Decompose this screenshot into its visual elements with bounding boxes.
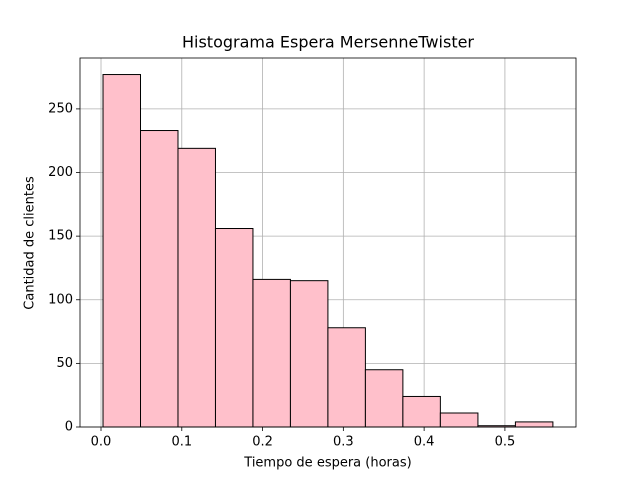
y-tick-label: 250 [48, 101, 73, 116]
x-tick-label: 0.2 [252, 435, 273, 450]
bar [252, 278, 291, 428]
bar [402, 395, 441, 428]
y-tick-label: 200 [48, 165, 73, 180]
y-tick-label: 150 [48, 229, 73, 244]
y-tick-label: 50 [56, 356, 73, 371]
y-tick-label: 100 [48, 292, 73, 307]
bar [214, 228, 254, 428]
x-tick-label: 0.1 [171, 435, 192, 450]
x-axis-label: Tiempo de espera (horas) [243, 456, 411, 471]
bar [289, 280, 329, 428]
bar [364, 369, 404, 428]
bar [140, 130, 179, 428]
x-tick-label: 0.4 [414, 435, 435, 450]
bar [177, 147, 216, 428]
x-tick-label: 0.5 [495, 435, 516, 450]
chart-title: Histograma Espera MersenneTwister [182, 33, 474, 52]
bar [514, 421, 554, 428]
x-tick-label: 0.0 [91, 435, 112, 450]
bar [327, 327, 366, 428]
bar [102, 74, 142, 428]
x-tick-label: 0.3 [333, 435, 354, 450]
plot-frame [79, 57, 577, 428]
bar [439, 412, 479, 428]
y-axis-label: Cantidad de clientes [23, 176, 38, 310]
y-tick-label: 0 [65, 420, 73, 435]
